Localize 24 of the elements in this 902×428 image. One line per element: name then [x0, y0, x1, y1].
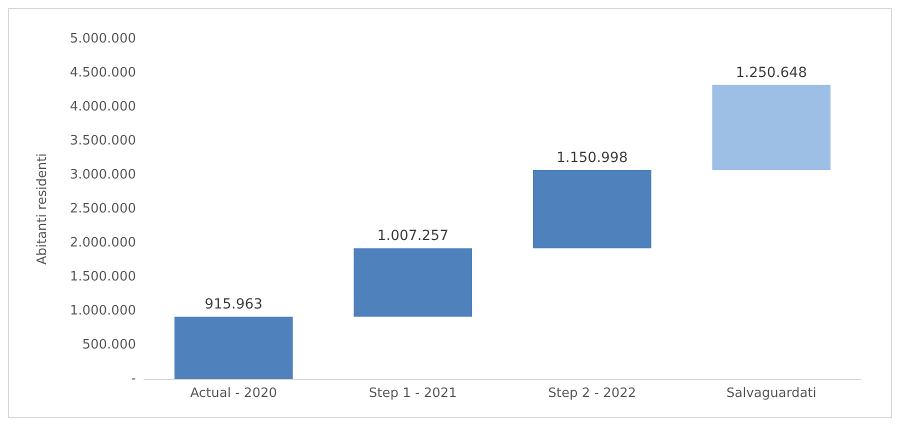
y-tick-label: 2.500.000	[70, 202, 136, 216]
y-axis-title: Abitanti residenti	[35, 153, 50, 265]
y-tick-label: 500.000	[82, 338, 136, 352]
data-label: 1.007.257	[377, 228, 449, 244]
y-tick-label: -	[131, 372, 136, 386]
x-tick-label: Step 2 - 2022	[548, 386, 636, 401]
x-tick-label: Salvaguardati	[726, 386, 816, 401]
bar	[532, 170, 652, 248]
y-tick-label: 2.000.000	[70, 236, 136, 250]
data-label: 915.963	[204, 296, 263, 313]
data-label: 1.150.998	[556, 150, 628, 166]
y-tick-label: 5.000.000	[70, 32, 136, 46]
bar	[712, 84, 831, 170]
y-tick-label: 1.500.000	[70, 270, 136, 284]
y-tick-label: 3.000.000	[70, 168, 136, 182]
y-tick-label: 1.000.000	[70, 304, 136, 318]
data-label: 1.250.648	[736, 64, 808, 81]
y-tick-label: 4.000.000	[70, 100, 136, 114]
bar	[354, 248, 472, 317]
y-tick-label: 3.500.000	[70, 134, 136, 148]
x-tick-label: Actual - 2020	[190, 386, 278, 401]
x-tick-label: Step 1 - 2021	[368, 386, 457, 401]
y-tick-label: 4.500.000	[70, 66, 136, 80]
bar	[174, 316, 293, 379]
